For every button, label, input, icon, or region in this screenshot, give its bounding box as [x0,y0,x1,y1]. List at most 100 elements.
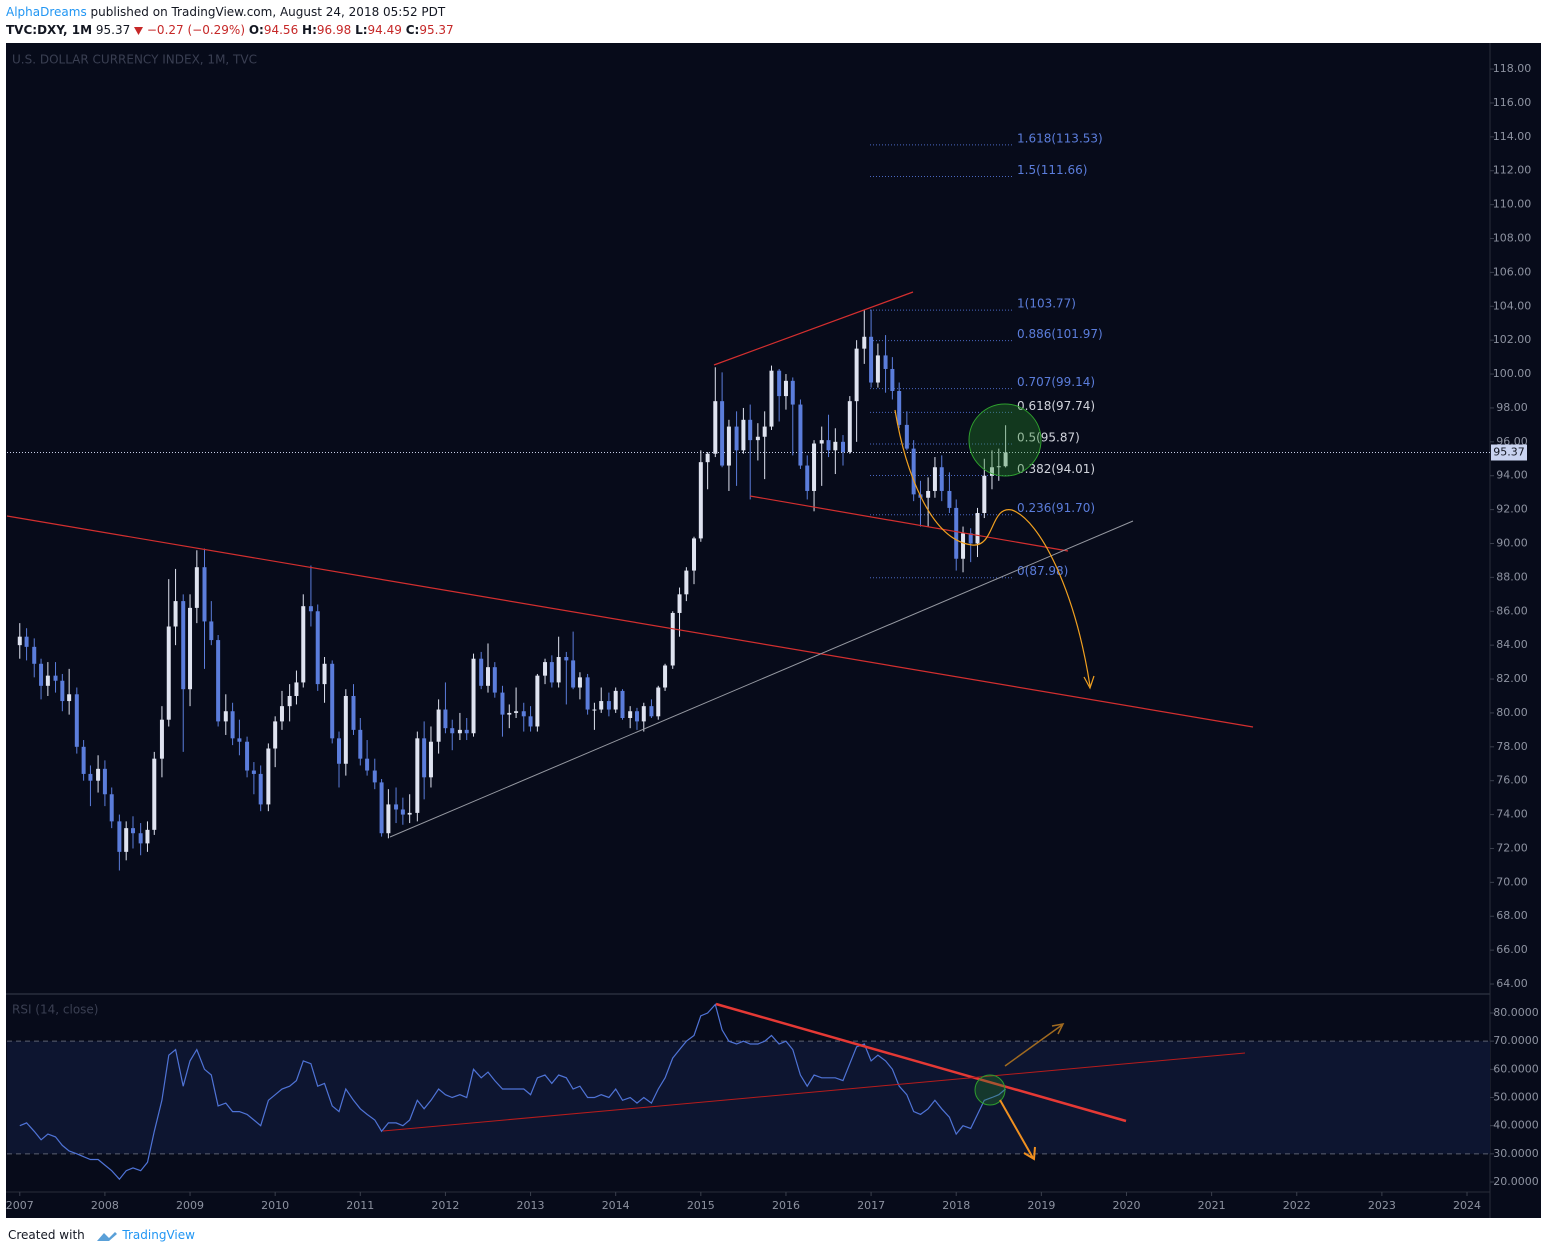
candle-body [358,729,363,759]
y-tick-label: 82.00 [1496,672,1528,685]
fib-label: 0.886(101.97) [1017,327,1103,341]
candle-body [939,467,944,491]
candle-body [762,426,767,437]
y-tick-label: 92.00 [1496,503,1528,516]
fib-label: 1.5(111.66) [1017,163,1087,177]
candle-body [954,507,959,559]
candle-body [245,741,250,771]
candle-body [301,606,306,683]
candle-body [464,729,469,734]
candle-body [543,662,548,676]
candle-body [237,738,242,742]
fib-label: 1.618(113.53) [1017,131,1103,145]
y-tick-label: 76.00 [1496,774,1528,787]
last-price-label: 95.37 [1493,446,1525,459]
candle-body [81,746,86,774]
candle-body [166,626,171,720]
candle-body [790,380,795,405]
candle-body [890,368,895,392]
open-label: O: [248,23,264,37]
candle-body [1003,452,1008,467]
candle-body [188,607,193,690]
last-price-box [1491,444,1527,461]
y-tick-label: 100.00 [1493,367,1532,380]
open: 94.56 [263,23,299,37]
low-label: L: [355,23,368,37]
candle-body [585,677,590,710]
drawings [6,291,1254,1161]
candle-body [145,829,150,844]
fib-label: 0.707(99.14) [1017,375,1095,389]
y2-tick-label: 40.0000 [1493,1119,1539,1132]
candle-body [926,490,931,498]
candle-body [88,773,93,781]
y-tick-label: 116.00 [1493,96,1532,109]
x-tick-label: 2009 [176,1199,204,1212]
candle-body [102,768,107,795]
candle-body [330,663,335,739]
candle-body [230,711,235,739]
candle-body [407,812,412,815]
y2-tick-label: 60.0000 [1493,1062,1539,1075]
x-tick-label: 2018 [942,1199,970,1212]
candle-body [777,370,782,397]
candle-body [386,804,391,834]
candle-body [351,695,356,730]
candle-body [897,391,902,425]
x-tick-label: 2023 [1368,1199,1396,1212]
y-tick-label: 68.00 [1496,909,1528,922]
projection-curve [894,409,1091,687]
y-tick-label: 118.00 [1493,62,1532,75]
candle-body [258,773,263,805]
candle-body [989,467,994,476]
candle-body [932,467,937,491]
candle-body [606,701,611,710]
x-tick-label: 2007 [6,1199,34,1212]
candle-body [833,441,838,451]
candle-body [677,594,682,613]
candle-body [571,660,576,688]
price: 95.37 [95,23,131,37]
rsi-line [19,1003,1006,1181]
x-tick-label: 2024 [1453,1199,1481,1212]
y-tick-label: 66.00 [1496,943,1528,956]
candle-body [138,833,143,844]
author[interactable]: AlphaDreams [6,5,87,19]
candle-body [422,738,427,778]
candle-body [847,401,852,452]
y-tick-label: 106.00 [1493,265,1532,278]
candle-body [287,695,292,707]
y-tick-label: 88.00 [1496,570,1528,583]
y2-tick-label: 70.0000 [1493,1034,1539,1047]
x-tick-label: 2019 [1027,1199,1055,1212]
candle-body [60,680,65,702]
candle-body [457,729,462,734]
candle-body [620,690,625,719]
candle-body [194,567,199,608]
candle-body [279,706,284,722]
candle-body [577,677,582,688]
y-tick-label: 110.00 [1493,198,1532,211]
y2-tick-label: 20.0000 [1493,1175,1539,1188]
candle-body [947,490,952,508]
trend-line [749,495,1069,552]
y-tick-label: 70.00 [1496,875,1528,888]
fib-label: 0.382(94.01) [1017,462,1095,476]
trend-line [389,520,1134,838]
brand[interactable]: TradingView [122,1228,195,1242]
candle-body [705,453,710,463]
candle-body [528,716,533,727]
x-tick-label: 2013 [517,1199,545,1212]
y-tick-label: 90.00 [1496,536,1528,549]
candle-body [45,675,50,686]
header-line: TVC:DXY, 1M 95.37 −0.27 (−0.29%) O:94.56… [6,21,454,39]
candle-body [798,404,803,466]
high-label: H: [302,23,317,37]
candle-body [379,782,384,834]
candle-body [251,770,256,774]
y-tick-label: 74.00 [1496,808,1528,821]
candle-body [982,475,987,513]
candle-body [74,694,79,747]
candle-body [734,426,739,451]
